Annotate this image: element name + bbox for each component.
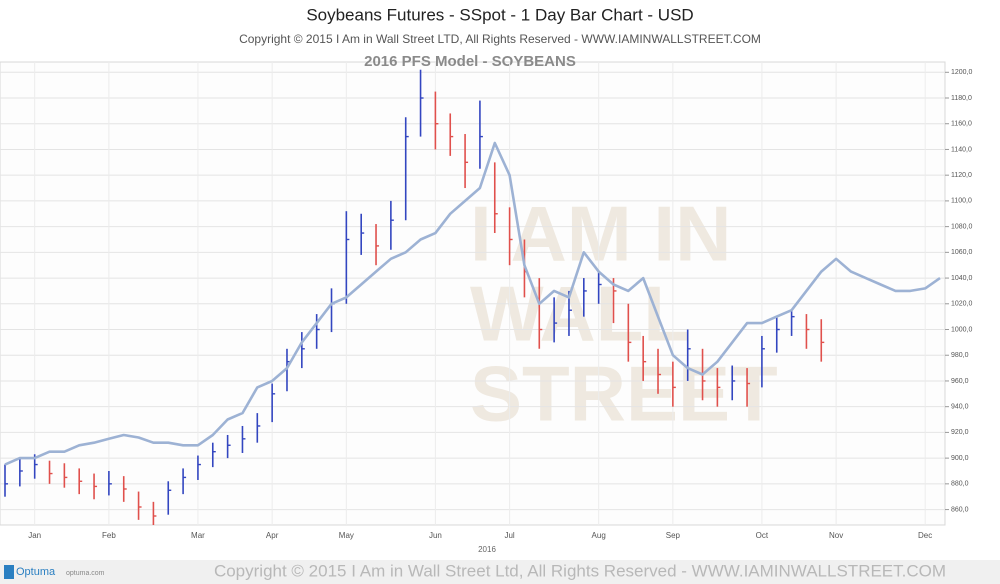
x-tick-label: Jun <box>429 531 442 540</box>
y-tick-label: 920,0 <box>951 429 969 436</box>
y-tick-label: 1000,0 <box>951 326 973 333</box>
x-tick-label: Jul <box>504 531 514 540</box>
model-line <box>4 141 941 466</box>
x-tick-label: Mar <box>191 531 205 540</box>
x-tick-label: Aug <box>592 531 606 540</box>
brand-url: optuma.com <box>66 570 105 577</box>
watermark-text: STREET <box>470 350 778 438</box>
x-tick-label: Sep <box>666 531 681 540</box>
y-tick-label: 1140,0 <box>951 146 972 153</box>
y-tick-label: 1040,0 <box>951 275 973 282</box>
y-tick-label: 1120,0 <box>951 172 972 179</box>
y-tick-label: 960,0 <box>951 378 969 385</box>
brand-icon <box>4 565 14 579</box>
y-tick-label: 1020,0 <box>951 301 973 308</box>
y-tick-label: 980,0 <box>951 352 969 359</box>
y-tick-label: 1100,0 <box>951 198 972 205</box>
x-tick-label: Apr <box>266 531 279 540</box>
watermark: I AM INWALLSTREET <box>470 190 778 438</box>
x-tick-label: Oct <box>756 531 769 540</box>
y-tick-label: 940,0 <box>951 404 969 411</box>
x-tick-label: May <box>339 531 354 540</box>
y-tick-label: 900,0 <box>951 455 969 462</box>
year-label: 2016 <box>478 545 496 554</box>
watermark-text: WALL <box>470 270 691 358</box>
chart-subtitle: Copyright © 2015 I Am in Wall Street LTD… <box>239 32 761 46</box>
plot-area <box>0 61 946 526</box>
y-tick-label: 1080,0 <box>951 223 973 230</box>
y-tick-label: 1180,0 <box>951 95 972 102</box>
y-tick-label: 880,0 <box>951 481 969 488</box>
footer-bar <box>0 560 1000 584</box>
x-tick-label: Jan <box>28 531 41 540</box>
chart-title: Soybeans Futures - SSpot - 1 Day Bar Cha… <box>306 5 693 24</box>
y-tick-label: 1160,0 <box>951 121 972 128</box>
y-tick-label: 1060,0 <box>951 249 973 256</box>
x-tick-label: Dec <box>918 531 932 540</box>
model-label: 2016 PFS Model - SOYBEANS <box>364 53 576 70</box>
brand: Optuma <box>16 566 56 578</box>
y-tick-label: 860,0 <box>951 506 969 513</box>
x-tick-label: Feb <box>102 531 116 540</box>
x-tick-label: Nov <box>829 531 843 540</box>
y-tick-label: 1200,0 <box>951 69 973 76</box>
footer-copyright: Copyright © 2015 I Am in Wall Street Ltd… <box>214 561 946 580</box>
